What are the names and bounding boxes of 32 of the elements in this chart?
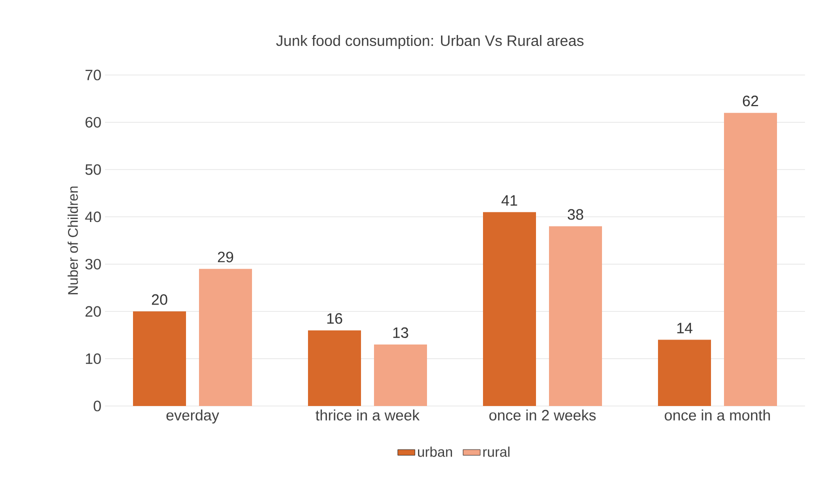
y-tick-label: 20 <box>86 306 101 317</box>
data-label: 20 <box>152 294 168 305</box>
legend-label: rural <box>483 446 510 457</box>
y-axis-title: Nuber of Children <box>68 186 78 294</box>
y-tick-label: 50 <box>85 164 101 175</box>
bar <box>374 344 428 406</box>
bar <box>724 112 777 406</box>
x-tick-label: once in 2 weeks <box>489 410 596 421</box>
x-tick-label: everday <box>166 410 220 424</box>
chart-title: Junk food consumption: Urban Vs Rural areas <box>276 35 584 49</box>
bar <box>658 340 711 406</box>
data-label: 62 <box>742 96 758 106</box>
data-label: 14 <box>677 322 692 334</box>
x-tick-label: once in a month <box>664 410 770 421</box>
data-label: 29 <box>218 252 234 262</box>
y-tick-label: 70 <box>86 70 101 80</box>
y-tick-label: 30 <box>85 258 101 270</box>
data-label: 16 <box>327 313 342 324</box>
legend-label: urban <box>418 446 452 457</box>
bar <box>483 212 536 406</box>
bar <box>199 268 252 406</box>
data-label: 13 <box>393 327 408 338</box>
bar <box>549 226 602 406</box>
x-tick-label: thrice in a week <box>316 410 420 421</box>
y-tick-label: 60 <box>86 116 101 128</box>
y-tick-label: 40 <box>85 212 101 222</box>
bar <box>133 311 186 406</box>
y-tick-label: 10 <box>86 353 101 364</box>
data-label: 41 <box>502 195 518 206</box>
bar <box>308 330 362 406</box>
y-tick-label: 0 <box>94 400 101 412</box>
data-label: 38 <box>568 209 584 220</box>
